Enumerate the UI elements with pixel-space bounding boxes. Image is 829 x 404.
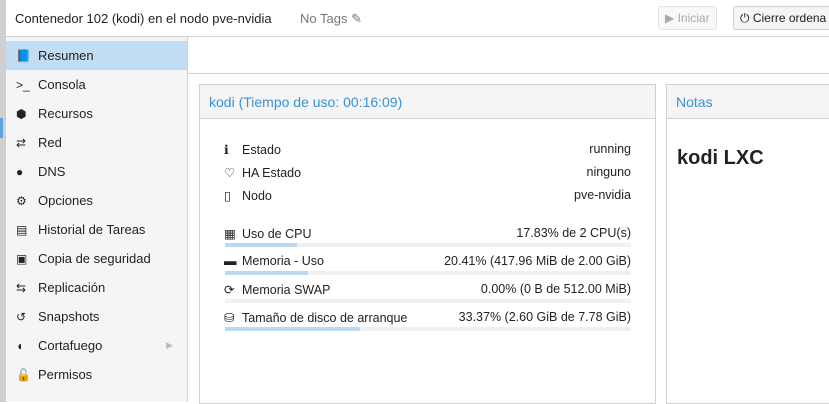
sidebar-item-replicaci-n[interactable]: ⇆ Replicación [6,273,187,302]
sidebar-item-snapshots[interactable]: ↺ Snapshots [6,302,187,331]
ha-status-row: ♡ HA Estado ninguno [224,165,631,180]
page-title: Contenedor 102 (kodi) en el nodo pve-nvi… [15,11,272,26]
summary-panel: kodi (Tiempo de uso: 00:16:09) ℹ Estado ru… [199,84,656,404]
cpu-icon: ▦ [224,227,236,241]
summary-title: kodi (Tiempo de uso: 00:16:09) [200,85,655,119]
info-icon: ℹ [224,143,229,157]
row-label: HA Estado [242,166,302,180]
sidebar-item-opciones[interactable]: ⚙ Opciones [6,186,187,215]
book-icon: 📘 [16,48,31,63]
tags-label: No Tags [300,11,348,26]
start-label: Iniciar [677,11,710,25]
sidebar-item-label: Snapshots [38,309,100,324]
sidebar-item-recursos[interactable]: ⬢ Recursos [6,99,187,128]
shutdown-label: Cierre ordena [752,11,827,25]
memory-progress-bar [225,271,631,275]
sidebar-item-label: Red [38,135,62,150]
row-label: Nodo [242,189,272,203]
sidebar: 📘 Resumen >_ Consola ⬢ Recursos ⇄ Red ● DNS ⚙ Opcio… [6,37,188,402]
play-icon: ▶ [665,11,675,25]
notes-content: kodi LXC [677,147,764,169]
sidebar-item-copia-de-seguridad[interactable]: ▣ Copia de seguridad [6,244,187,273]
chevron-right-icon: ▶ [166,340,173,350]
row-value: pve-nvidia [574,188,631,202]
refresh-icon: ⟳ [224,283,235,297]
swap-progress-bar [225,299,631,303]
globe-icon: ● [16,164,24,179]
hdd-icon: ⛁ [224,311,235,325]
row-value: ninguno [586,165,632,179]
cpu-progress-bar [225,243,631,247]
sidebar-item-label: Historial de Tareas [38,222,146,237]
heartbeat-icon: ♡ [224,166,236,180]
sidebar-item-label: Recursos [38,106,93,121]
unlock-icon: 🔓 [16,367,31,382]
sidebar-item-red[interactable]: ⇄ Red [6,128,187,157]
sidebar-item-historial-de-tareas[interactable]: ▤ Historial de Tareas [6,215,187,244]
sidebar-item-dns[interactable]: ● DNS [6,157,187,186]
sidebar-item-label: Consola [38,77,86,92]
row-value: 0.00% (0 B de 512.00 MiB) [480,282,631,296]
shutdown-button[interactable]: ⏻ Cierre ordena [733,6,829,30]
memory-icon: ▬ [224,254,237,268]
node-row: ▯ Nodo pve-nvidia [224,188,631,203]
tags-edit[interactable]: No Tags ✎ [300,11,362,27]
sidebar-item-label: DNS [38,164,66,179]
sidebar-item-label: Copia de seguridad [38,251,151,266]
row-value: running [589,142,631,156]
row-label: Memoria SWAP [242,283,331,297]
disk-row: ⛁ Tamaño de disco de arranque 33.37% (2.60… [224,310,631,325]
sidebar-item-label: Cortafuego [38,338,103,353]
list-icon: ▤ [16,222,28,237]
sidebar-item-consola[interactable]: >_ Consola [6,70,187,99]
terminal-icon: >_ [16,77,30,92]
retweet-icon: ⇆ [16,280,27,295]
scrollbar[interactable] [0,0,6,402]
cpu-row: ▦ Uso de CPU 17.83% de 2 CPU(s) [224,226,631,241]
server-icon: ▯ [224,189,231,203]
gear-icon: ⚙ [16,193,27,208]
toolbar [188,37,829,74]
start-button[interactable]: ▶ Iniciar [658,6,717,30]
floppy-icon: ▣ [16,251,28,266]
row-label: Estado [242,143,281,157]
notes-title: Notas [667,85,829,119]
row-label: Memoria - Uso [242,254,324,268]
cube-icon: ⬢ [16,106,27,121]
sidebar-item-label: Permisos [38,367,93,382]
sidebar-item-label: Replicación [38,280,106,295]
disk-progress-bar [225,327,631,331]
history-icon: ↺ [16,309,27,324]
power-icon: ⏻ [740,11,750,25]
row-value: 20.41% (417.96 MiB de 2.00 GiB) [444,254,631,268]
sidebar-item-resumen[interactable]: 📘 Resumen [6,41,187,70]
sidebar-item-permisos[interactable]: 🔓 Permisos [6,360,187,389]
row-label: Tamaño de disco de arranque [242,311,408,325]
notes-panel: Notas kodi LXC [666,84,829,404]
sidebar-item-cortafuego[interactable]: ◖ Cortafuego ▶ [6,331,187,360]
shield-icon: ◖ [16,338,24,353]
status-row: ℹ Estado running [224,142,631,157]
pencil-icon: ✎ [347,11,362,26]
row-value: 17.83% de 2 CPU(s) [516,226,631,240]
sidebar-item-label: Opciones [38,193,93,208]
main-content: kodi (Tiempo de uso: 00:16:09) ℹ Estado ru… [188,74,829,404]
swap-row: ⟳ Memoria SWAP 0.00% (0 B de 512.00 MiB) [224,282,631,297]
row-value: 33.37% (2.60 GiB de 7.78 GiB) [458,310,631,324]
exchange-icon: ⇄ [16,135,27,150]
sidebar-item-label: Resumen [38,48,94,63]
row-label: Uso de CPU [242,227,312,241]
header: Contenedor 102 (kodi) en el nodo pve-nvi… [6,0,829,37]
memory-row: ▬ Memoria - Uso 20.41% (417.96 MiB de 2.00… [224,254,631,268]
